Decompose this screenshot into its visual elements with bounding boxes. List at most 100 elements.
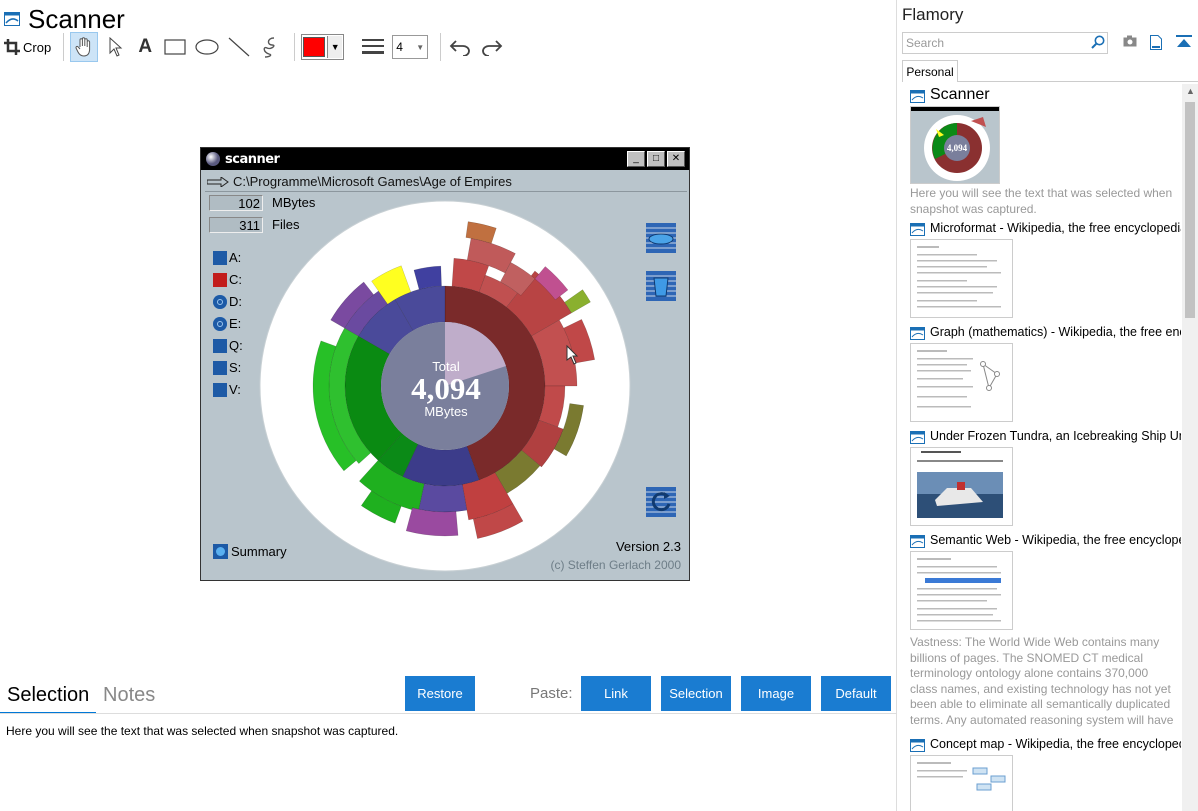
camera-icon[interactable] [1123,35,1137,47]
pointer-icon [109,37,123,57]
entry-description: Here you will see the text that was sele… [910,186,1173,216]
drive-icon [213,316,227,331]
drive-label: A: [229,250,242,265]
summary-label: Summary [213,544,287,559]
app-icon [4,12,20,26]
crop-button[interactable]: Crop [4,33,51,61]
redo-button[interactable] [479,33,505,61]
drive-icon [213,272,227,287]
paste-selection-button[interactable]: Selection [661,676,731,711]
thumbnail-image [917,762,1006,791]
tab-divider [958,81,1198,82]
scrollbar[interactable]: ▲ [1182,84,1198,811]
color-picker[interactable]: ▼ [301,34,345,60]
collapse-icon[interactable] [1176,35,1192,49]
close-icon: ✕ [667,151,685,167]
bottom-bar: Selection Notes Restore Paste: Link Sele… [0,675,896,714]
search-input[interactable]: Search [902,32,1108,54]
main-pane: Scanner Crop A ▼ [0,4,896,738]
drive-item: V: [213,382,241,397]
hand-tool-button[interactable] [70,32,99,62]
drive-label: C: [229,272,242,287]
undo-button[interactable] [447,33,473,61]
entry-description: Vastness: The World Wide Web contains ma… [910,635,1174,729]
scanner-titlebar: scanner _ □ ✕ [201,148,689,170]
text-tool-icon: A [138,36,153,57]
list-item[interactable]: Graph (mathematics) - Wikipedia, the fre… [897,325,1181,425]
files-value: 311 [209,217,263,233]
thumbnail-total: 4,094 [947,143,968,153]
version-label: Version 2.3 [615,539,681,554]
arrow-right-icon [207,176,229,187]
drive-label: S: [229,360,242,375]
paste-image-button[interactable]: Image [741,676,811,711]
paste-label: Paste: [530,685,573,702]
minimize-icon: _ [627,151,645,167]
page-icon [910,535,925,548]
entry-thumbnail [910,447,1013,526]
scrollbar-thumb[interactable] [1185,102,1195,318]
toolbar-separator [63,33,65,61]
refresh-icon [646,487,676,517]
title-row: Scanner [4,4,125,34]
list-item[interactable]: Scanner 4,094 Here you will see the text… [897,86,1181,218]
entry-thumbnail [910,239,1013,318]
scanner-logo-icon [206,152,220,166]
drive-label: Q: [229,338,243,353]
drive-item: E: [213,316,241,331]
chevron-up-icon[interactable]: ▲ [1186,86,1195,96]
ellipse-icon [195,39,219,55]
tab-selection[interactable]: Selection [7,684,90,706]
redo-icon [482,40,503,56]
entry-thumbnail: 4,094 [910,106,1000,184]
drive-icon [213,294,227,309]
thumbnail-image: 4,094 [911,107,999,181]
crop-label: Crop [23,39,52,55]
center-total-label: Total [432,359,460,374]
search-icon[interactable] [1091,35,1105,49]
line-width-icon [362,39,385,54]
sunburst-chart: Total 4,094 MBytes [259,200,631,572]
line-width-select[interactable]: 4 ▼ [392,35,429,59]
drive-label: E: [229,316,242,331]
list-item[interactable]: Under Frozen Tundra, an Icebreaking Ship… [897,429,1181,529]
undo-icon [449,40,471,56]
paste-link-button[interactable]: Link [581,676,651,711]
entry-title: Scanner [930,86,990,103]
selection-text[interactable]: Here you will see the text that was sele… [6,724,399,738]
scanner-title: scanner [225,151,280,167]
line-width-value: 4 [396,40,403,54]
entry-title: Under Frozen Tundra, an Icebreaking Ship… [930,429,1181,443]
rectangle-icon [164,39,186,55]
ellipse-tool-button[interactable] [194,33,220,61]
paste-default-button[interactable]: Default [821,676,891,711]
list-item[interactable]: Microformat - Wikipedia, the free encycl… [897,221,1181,321]
document-icon[interactable] [1150,35,1162,50]
drive-icon [213,338,227,353]
tab-personal[interactable]: Personal [902,60,958,82]
thumbnail-image [917,451,1003,518]
line-tool-button[interactable] [226,33,252,61]
restore-button[interactable]: Restore [405,676,475,711]
select-tool-button[interactable] [104,33,128,61]
line-width-button[interactable] [360,33,386,61]
drive-icon [213,250,227,265]
freehand-icon [263,37,275,58]
hand-icon [75,37,91,57]
path-divider [205,191,687,192]
line-icon [228,37,250,57]
toolbar-separator [440,33,442,61]
flamory-sidebar: Flamory Search Personal Scanner 4,094 He… [896,0,1198,811]
rectangle-tool-button[interactable] [162,33,188,61]
files-label: Files [272,217,300,232]
entry-title: Semantic Web - Wikipedia, the free encyc… [930,533,1181,547]
text-tool-button[interactable]: A [134,33,156,61]
list-item[interactable]: Concept map - Wikipedia, the free encycl… [897,737,1181,811]
thumbnail-image [917,246,1001,308]
list-item[interactable]: Semantic Web - Wikipedia, the free encyc… [897,533,1181,733]
freehand-tool-button[interactable] [258,33,282,61]
tab-notes[interactable]: Notes [103,684,156,706]
drive-item: C: [213,272,242,287]
page-icon [910,739,925,752]
page-title: Scanner [28,4,125,34]
